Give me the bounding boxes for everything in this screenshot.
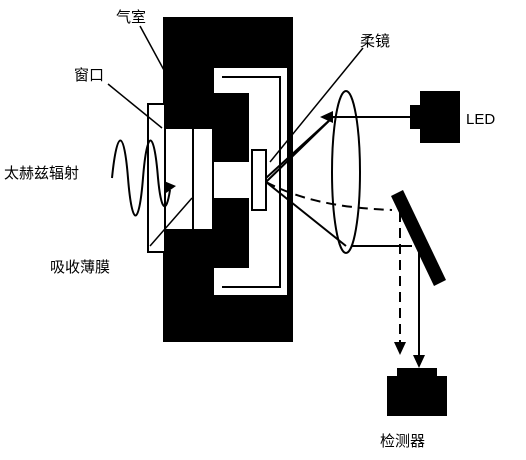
- label-led: LED: [466, 111, 495, 128]
- lens-body: [331, 90, 361, 254]
- wave-arrowhead: [164, 181, 176, 193]
- membrane-holder: [162, 127, 214, 231]
- splitter-plate: [391, 190, 446, 286]
- detector-arrowhead-right: [413, 355, 425, 368]
- detector: [387, 368, 447, 416]
- led-source: [410, 91, 460, 143]
- dashed-ray: [265, 181, 393, 211]
- window-plate: [147, 103, 166, 253]
- optical-rays: [265, 111, 425, 368]
- terahertz-wave: [111, 139, 176, 217]
- leader-lines: [107, 25, 364, 247]
- gas-channel: [212, 162, 252, 198]
- flexible-mirror: [251, 149, 267, 211]
- wave-curve: [111, 139, 171, 217]
- lens: [331, 90, 361, 254]
- flexible-mirror-strip: [251, 149, 267, 211]
- detector-arrowhead-left: [394, 342, 406, 355]
- cavity-outline: [222, 76, 281, 288]
- leader-gas-chamber: [139, 25, 166, 73]
- label-detector: 检测器: [380, 432, 425, 450]
- label-terahertz-radiation: 太赫兹辐射: [4, 164, 79, 182]
- gas-chamber: [162, 17, 293, 342]
- label-absorbing-membrane: 吸收薄膜: [50, 258, 110, 276]
- leader-membrane: [149, 197, 193, 247]
- beam-splitter: [391, 190, 446, 286]
- leader-flexible-mirror: [269, 47, 364, 163]
- window: [147, 103, 166, 253]
- label-window: 窗口: [74, 66, 104, 84]
- led-front: [410, 105, 422, 129]
- label-gas-chamber: 气室: [116, 8, 146, 26]
- leader-window: [107, 83, 163, 129]
- label-flexible-mirror: 柔镜: [360, 32, 390, 50]
- ray-lower: [265, 181, 347, 247]
- ray-return: [265, 116, 334, 183]
- led-body: [420, 91, 460, 143]
- detector-body: [387, 376, 447, 416]
- detector-top: [397, 368, 437, 378]
- led-beam-arrowhead: [320, 111, 333, 123]
